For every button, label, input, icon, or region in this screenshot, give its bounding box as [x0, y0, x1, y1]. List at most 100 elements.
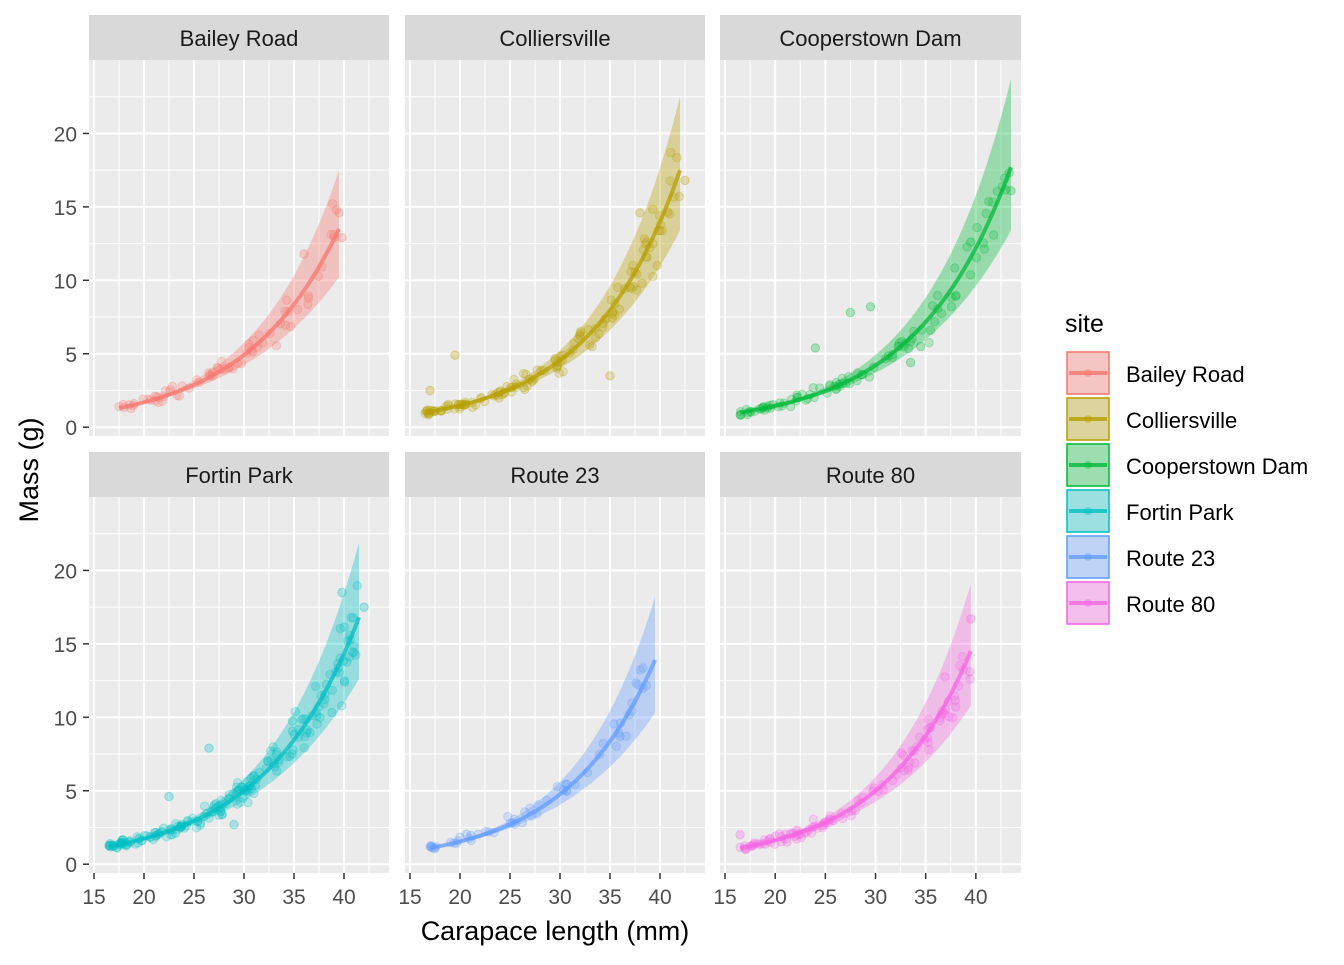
- legend-title: site: [1065, 310, 1104, 338]
- data-point: [981, 208, 991, 219]
- data-point: [930, 316, 940, 327]
- data-point: [648, 272, 658, 282]
- data-point: [864, 372, 874, 382]
- fit-line: [424, 169, 682, 415]
- data-point: [558, 367, 568, 377]
- facet-strip: [720, 15, 1021, 60]
- data-point: [232, 778, 243, 788]
- data-point: [552, 782, 563, 792]
- y-tick-label: 5: [65, 781, 77, 804]
- data-point: [244, 339, 254, 349]
- prediction-ribbon: [119, 170, 339, 409]
- data-point: [925, 325, 936, 335]
- data-point: [191, 823, 202, 833]
- x-tick-label: 15: [713, 886, 736, 909]
- facet-cooperstown-dam: Cooperstown Dam: [720, 15, 1021, 436]
- y-tick-label: 0: [65, 417, 77, 440]
- data-point: [235, 797, 246, 807]
- data-point: [944, 711, 954, 722]
- legend: site Bailey Road Colliersville Cooperstown…: [1065, 310, 1308, 625]
- fit-line: [739, 166, 1013, 415]
- facet-panels: Bailey Road Colliersville Cooperstown Dam F…: [89, 15, 1021, 873]
- legend-label: Route 23: [1126, 546, 1215, 571]
- data-point: [303, 291, 314, 301]
- fit-line: [118, 228, 341, 411]
- data-point: [865, 302, 876, 312]
- data-point: [735, 830, 745, 840]
- data-point: [924, 715, 934, 725]
- x-axis-label: Carapace length (mm): [421, 916, 690, 946]
- facet-title: Fortin Park: [185, 463, 294, 488]
- data-point: [425, 385, 435, 396]
- data-point: [637, 278, 647, 288]
- facet-title: Route 80: [826, 463, 915, 488]
- data-point: [635, 665, 646, 675]
- data-point: [351, 650, 361, 660]
- legend-key-point: [1084, 415, 1092, 423]
- data-point: [287, 716, 298, 726]
- y-tick-label: 15: [54, 634, 77, 657]
- data-point: [972, 222, 982, 233]
- data-point: [896, 748, 907, 758]
- panel-background: [89, 497, 389, 873]
- data-point: [268, 742, 278, 752]
- legend-item: Fortin Park: [1066, 489, 1235, 533]
- data-point: [349, 647, 359, 658]
- data-point: [614, 304, 625, 314]
- data-point: [285, 321, 296, 332]
- prediction-ribbon: [430, 596, 655, 848]
- legend-item: Bailey Road: [1066, 351, 1245, 395]
- y-tick-label: 0: [65, 854, 77, 877]
- x-tick-label: 30: [232, 886, 255, 909]
- data-point: [665, 176, 675, 186]
- data-point: [613, 282, 623, 293]
- data-point: [214, 810, 224, 820]
- y-tick-label: 10: [54, 270, 77, 293]
- data-point: [167, 381, 178, 392]
- x-tick-label: 30: [548, 886, 571, 909]
- facet-title: Cooperstown Dam: [779, 26, 961, 51]
- data-point: [359, 602, 369, 612]
- x-tick-label: 40: [964, 886, 987, 909]
- legend-key-point: [1084, 507, 1092, 515]
- y-tick-label: 20: [54, 560, 77, 583]
- data-point: [910, 758, 920, 768]
- x-tick-label: 20: [132, 886, 155, 909]
- legend-item: Colliersville: [1066, 397, 1237, 441]
- prediction-ribbon: [740, 583, 971, 848]
- prediction-ribbon: [109, 542, 359, 847]
- data-point: [164, 791, 174, 802]
- data-point: [903, 762, 914, 773]
- data-point: [248, 771, 258, 781]
- fit-line: [108, 616, 361, 849]
- data-point: [285, 751, 295, 761]
- data-point: [609, 719, 619, 729]
- data-point: [195, 820, 206, 830]
- y-axis-label: Mass (g): [14, 417, 44, 522]
- fit-line: [739, 650, 973, 850]
- data-point: [305, 728, 315, 738]
- data-point: [652, 260, 662, 271]
- data-point: [965, 674, 975, 684]
- facet-strip: [720, 452, 1021, 497]
- data-point: [509, 374, 519, 385]
- legend-key-point: [1084, 599, 1092, 607]
- facet-title: Colliersville: [499, 26, 610, 51]
- data-point: [605, 371, 615, 381]
- data-point: [339, 676, 350, 686]
- data-point: [584, 340, 595, 350]
- facet-title: Bailey Road: [180, 26, 299, 51]
- facet-route-80: Route 80: [720, 452, 1021, 873]
- data-point: [246, 773, 256, 783]
- data-point: [229, 819, 239, 830]
- x-tick-label: 35: [914, 886, 937, 909]
- data-point: [263, 756, 273, 766]
- data-point: [349, 641, 359, 652]
- data-point: [590, 333, 601, 343]
- facet-strip: [89, 15, 389, 60]
- data-point: [984, 196, 994, 207]
- panel-background: [720, 497, 1021, 873]
- legend-label: Cooperstown Dam: [1126, 454, 1308, 479]
- x-tick-label: 40: [332, 886, 355, 909]
- x-tick-label: 35: [282, 886, 305, 909]
